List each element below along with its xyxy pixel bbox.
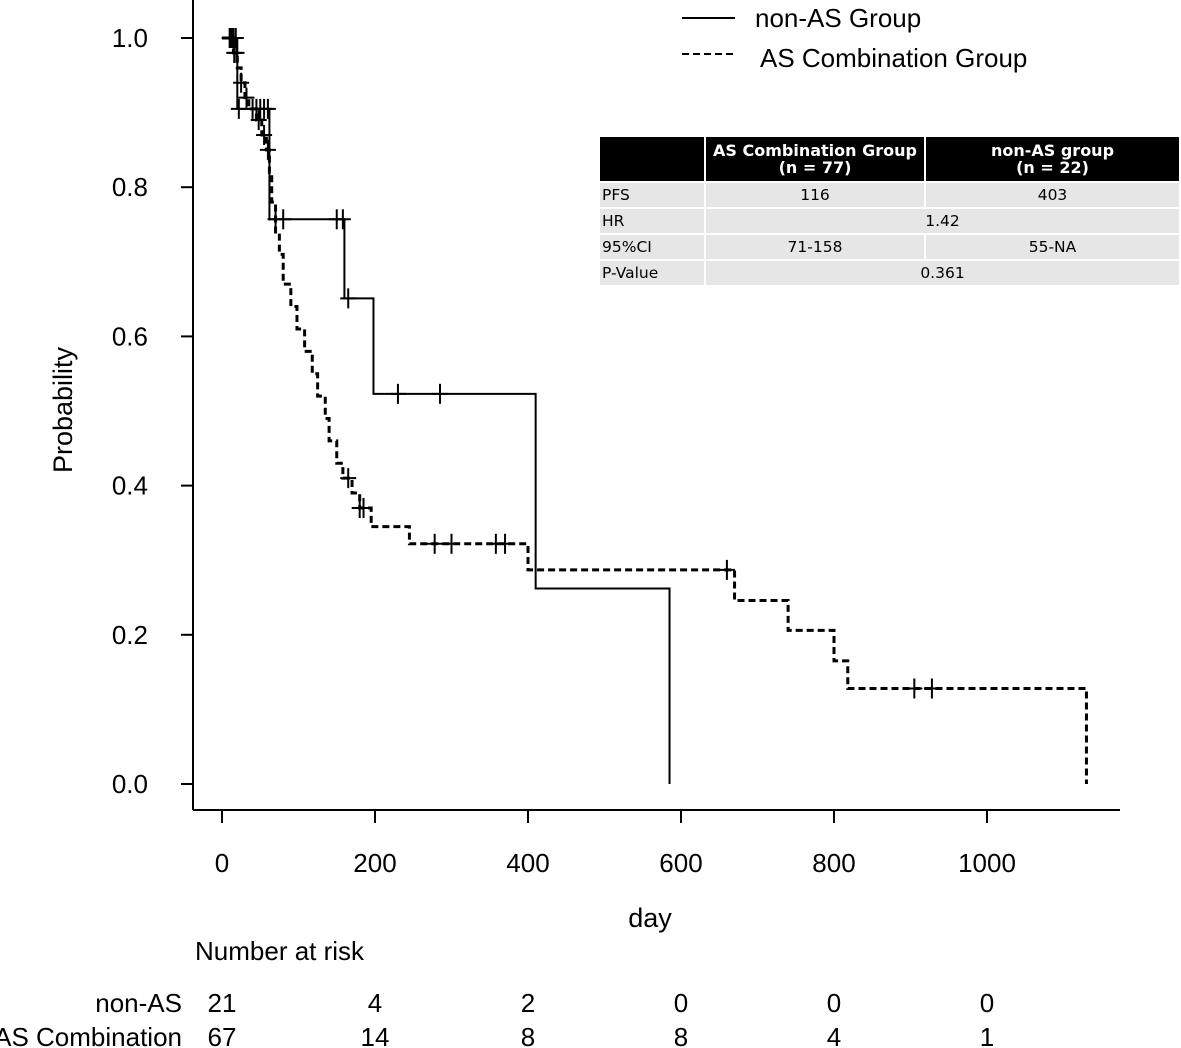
x-tick-label: 400	[506, 848, 549, 878]
stats-row-label: PFS	[600, 181, 706, 207]
risk-count: 2	[521, 988, 535, 1018]
stats-row-hr: HR 1.42	[600, 207, 1179, 233]
risk-count: 8	[521, 1022, 535, 1048]
stats-row-pfs: PFS 116 403	[600, 181, 1179, 207]
stats-hr-value: 1.42	[706, 207, 1179, 233]
survival-curves	[221, 28, 1088, 784]
risk-count: 4	[827, 1022, 841, 1048]
stats-ci-as: 71-158	[706, 233, 926, 259]
risk-count: 1	[980, 1022, 994, 1048]
stats-row-label: P-Value	[600, 259, 706, 285]
stats-row-label: 95%CI	[600, 233, 706, 259]
stats-table: AS Combination Group (n = 77) non-AS gro…	[600, 137, 1179, 285]
stats-header-nonas: non-AS group (n = 22)	[926, 137, 1179, 181]
plot-axes	[192, 0, 1120, 811]
y-tick-label: 0.6	[112, 321, 148, 351]
y-tick-label: 0.0	[112, 769, 148, 799]
stats-header-blank	[600, 137, 706, 181]
stats-header-nonas-n: (n = 22)	[1016, 158, 1089, 177]
x-tick-label: 0	[215, 848, 229, 878]
risk-count: 67	[208, 1022, 237, 1048]
y-tick-label: 0.8	[112, 172, 148, 202]
x-tick-label: 1000	[958, 848, 1016, 878]
risk-count: 8	[674, 1022, 688, 1048]
stats-row-pvalue: P-Value 0.361	[600, 259, 1179, 285]
risk-row-label: AS Combination	[0, 1022, 182, 1048]
x-tick-label: 600	[659, 848, 702, 878]
x-tick-label: 200	[353, 848, 396, 878]
y-tick-label: 0.4	[112, 471, 148, 501]
risk-count: 0	[674, 988, 688, 1018]
risk-count: 0	[827, 988, 841, 1018]
legend: non-AS Group AS Combination Group	[682, 3, 1027, 73]
x-tick-label: 800	[812, 848, 855, 878]
x-axis-label: day	[628, 903, 672, 933]
legend-label-non-as: non-AS Group	[755, 3, 921, 33]
stats-ci-nonas: 55-NA	[926, 233, 1179, 259]
risk-count: 0	[980, 988, 994, 1018]
risk-count: 21	[208, 988, 237, 1018]
stats-header-as-title: AS Combination Group	[713, 141, 917, 160]
stats-header-nonas-title: non-AS group	[990, 141, 1115, 160]
risk-count: 14	[361, 1022, 390, 1048]
legend-label-as-combination: AS Combination Group	[760, 43, 1027, 73]
number-at-risk-table: Number at risk non-AS 21 4 2 0 0 0 AS Combinatio…	[0, 936, 994, 1048]
risk-count: 4	[368, 988, 382, 1018]
stats-pvalue-value: 0.361	[706, 259, 1179, 285]
stats-pfs-as: 116	[706, 181, 926, 207]
y-tick-label: 1.0	[112, 23, 148, 53]
stats-header-as-n: (n = 77)	[778, 158, 852, 177]
y-axis-label: Probability	[48, 346, 78, 473]
risk-row-label: non-AS	[95, 988, 182, 1018]
stats-row-label: HR	[600, 207, 706, 233]
stats-pfs-nonas: 403	[926, 181, 1179, 207]
stats-header-as: AS Combination Group (n = 77)	[706, 137, 926, 181]
stats-row-ci: 95%CI 71-158 55-NA	[600, 233, 1179, 259]
axis-ticks: 0.0 0.2 0.4 0.6 0.8 1.0 0 200 400 600 800 1000 day Pr…	[48, 23, 1016, 933]
stats-header-row: AS Combination Group (n = 77) non-AS gro…	[600, 137, 1179, 181]
risk-table-title: Number at risk	[195, 936, 365, 966]
y-tick-label: 0.2	[112, 620, 148, 650]
